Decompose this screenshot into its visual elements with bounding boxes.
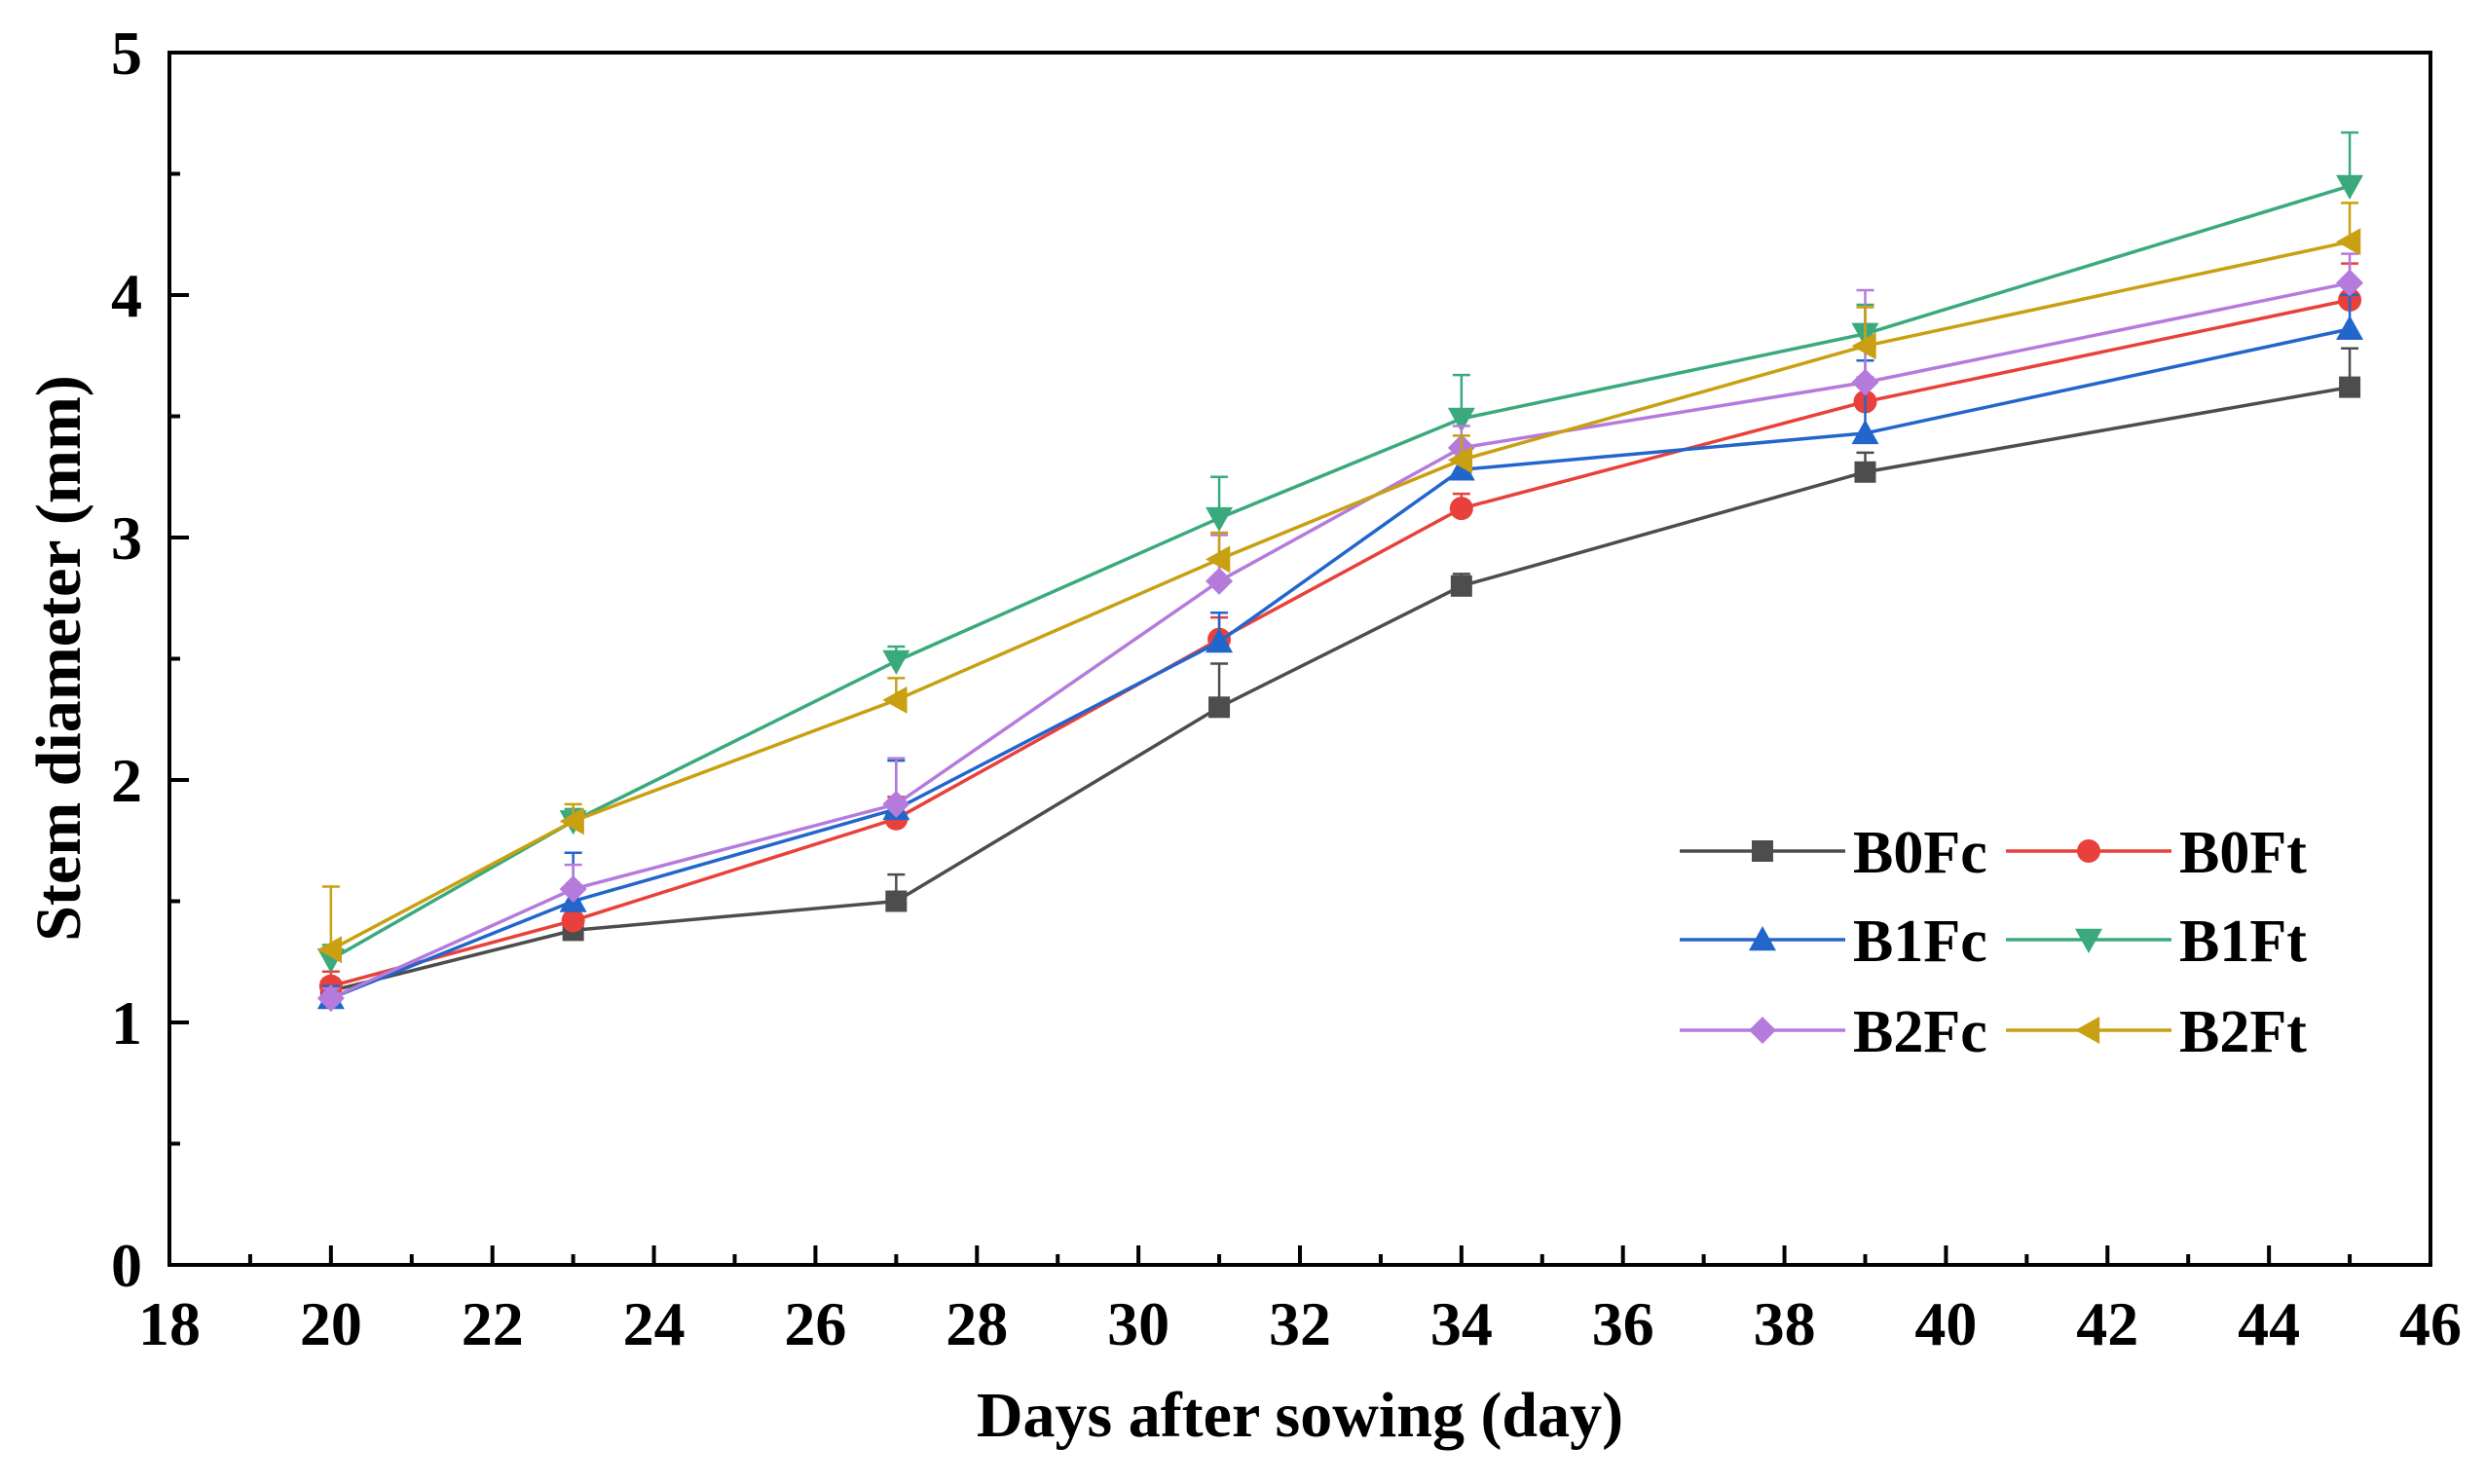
y-tick-label: 5 — [111, 19, 142, 88]
point-b0fc — [1450, 575, 1472, 597]
point-b1fc — [1851, 419, 1879, 445]
legend-item-b2ft: B2Ft — [2006, 999, 2307, 1065]
x-tick-label: 30 — [1107, 1289, 1169, 1358]
point-b2ft — [559, 807, 584, 835]
point-b0fc — [1854, 461, 1876, 483]
x-tick-label: 46 — [2399, 1289, 2462, 1358]
x-tick-label: 40 — [1914, 1289, 1977, 1358]
x-tick-label: 24 — [623, 1289, 686, 1358]
point-b2fc — [316, 984, 345, 1013]
legend-label-b2ft: B2Ft — [2179, 999, 2307, 1065]
legend-item-b0fc: B0Fc — [1680, 820, 1987, 886]
point-b1fc — [1447, 456, 1475, 481]
y-tick-label: 3 — [111, 503, 142, 573]
point-b2ft — [1205, 545, 1231, 574]
point-b1ft — [2336, 174, 2364, 200]
y-tick-label: 4 — [111, 261, 142, 330]
x-tick-label: 20 — [300, 1289, 362, 1358]
point-b2fc — [882, 790, 910, 818]
point-b1ft — [1447, 407, 1475, 432]
y-axis-title: Stem diameter (mm) — [23, 375, 94, 942]
legend-label-b0ft: B0Ft — [2179, 820, 2307, 886]
legend-label-b2fc: B2Fc — [1853, 999, 1987, 1065]
point-b2fc — [1851, 368, 1879, 396]
x-tick-label: 26 — [784, 1289, 846, 1358]
x-axis-title: Days after sowing (day) — [977, 1380, 1623, 1451]
point-b0fc — [1208, 696, 1231, 719]
point-b0ft — [561, 909, 585, 933]
point-b2ft — [316, 936, 343, 964]
x-tick-label: 44 — [2238, 1289, 2300, 1358]
point-b2fc — [1205, 567, 1234, 595]
x-tick-label: 28 — [946, 1289, 1008, 1358]
point-b2ft — [2336, 228, 2361, 256]
legend-marker-b0ft — [2077, 839, 2100, 863]
x-tick-label: 36 — [1592, 1289, 1654, 1358]
legend-label-b0fc: B0Fc — [1853, 820, 1987, 886]
point-b2fc — [559, 875, 587, 904]
legend-item-b0ft: B0Ft — [2006, 820, 2307, 886]
point-b1ft — [882, 649, 910, 675]
series-b2ft — [316, 202, 2361, 964]
x-tick-label: 42 — [2076, 1289, 2138, 1358]
legend-label-b1fc: B1Fc — [1853, 909, 1987, 975]
legend-marker-b1ft — [2075, 928, 2102, 953]
point-b1fc — [2336, 315, 2364, 341]
y-tick-label: 1 — [111, 988, 142, 1057]
point-b0ft — [1449, 497, 1473, 521]
legend-label-b1ft: B1Ft — [2179, 909, 2307, 975]
legend: B0Fc B0Ft B1Fc B1Ft B2Fc B2Ft — [1680, 820, 2307, 1065]
legend-marker-b2ft — [2075, 1017, 2100, 1044]
x-tick-label: 32 — [1269, 1289, 1331, 1358]
legend-item-b2fc: B2Fc — [1680, 999, 1987, 1065]
y-tick-label: 2 — [111, 746, 142, 815]
point-b0fc — [885, 890, 908, 912]
point-b0fc — [2339, 376, 2361, 398]
point-b1ft — [1205, 506, 1234, 533]
legend-item-b1fc: B1Fc — [1680, 909, 1987, 975]
legend-item-b1ft: B1Ft — [2006, 909, 2307, 975]
x-tick-label: 18 — [138, 1289, 201, 1358]
legend-marker-b0fc — [1752, 840, 1773, 862]
point-b1fc — [1205, 628, 1234, 653]
legend-marker-b1fc — [1749, 926, 1776, 951]
y-tick-label: 0 — [111, 1231, 142, 1300]
point-b2ft — [1851, 332, 1876, 360]
point-b2ft — [1447, 446, 1473, 474]
x-tick-label: 38 — [1754, 1289, 1816, 1358]
point-b2fc — [2336, 269, 2364, 297]
point-b2ft — [882, 686, 908, 714]
x-tick-label: 22 — [462, 1289, 524, 1358]
legend-marker-b2fc — [1749, 1017, 1776, 1044]
x-tick-label: 34 — [1430, 1289, 1493, 1358]
